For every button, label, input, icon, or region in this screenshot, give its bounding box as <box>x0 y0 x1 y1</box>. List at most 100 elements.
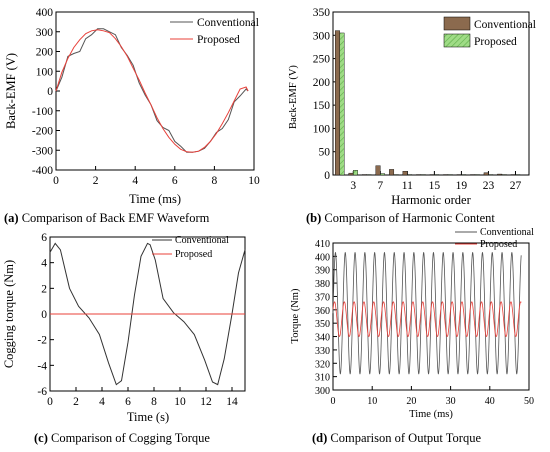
x-tick-label: 27 <box>510 180 522 192</box>
caption: (a) Comparison of Back EMF Waveform <box>4 211 210 225</box>
legend: Conventional Proposed <box>443 16 536 48</box>
y-tick-label: 340 <box>315 333 330 344</box>
y-tick-label: 410 <box>315 239 330 250</box>
x-tick-label: 10 <box>367 396 377 407</box>
series-lines <box>49 242 246 386</box>
x-axis-label: Time (ms) <box>409 409 453 420</box>
series-lines <box>332 252 522 375</box>
y-tick-label: 370 <box>315 292 330 303</box>
y-tick-label: 350 <box>313 7 331 19</box>
legend-label-conventional: Conventional <box>480 227 534 238</box>
caption: (c) Comparison of Cogging Torque <box>34 431 210 445</box>
y-tick-label: 50 <box>319 147 331 159</box>
legend-label-conventional: Conventional <box>175 235 229 246</box>
x-tick-label: 0 <box>47 396 53 408</box>
x-tick-label: 8 <box>151 396 157 408</box>
bar-conventional <box>456 174 462 176</box>
bar-conventional <box>510 174 516 176</box>
x-tick-label: 14 <box>226 396 238 408</box>
y-tick-label: 400 <box>315 252 330 263</box>
x-tick-label: 2 <box>93 175 99 187</box>
bar-conventional <box>375 165 381 176</box>
bar-proposed <box>447 174 453 176</box>
y-tick-label: 400 <box>36 7 54 19</box>
x-tick-label: 0 <box>53 175 59 187</box>
legend-swatch-proposed <box>443 33 471 48</box>
legend: Conventional Proposed <box>455 227 534 250</box>
y-tick-label: -100 <box>32 106 53 118</box>
x-axis-label: Time (ms) <box>129 192 181 206</box>
bar-conventional <box>470 174 476 176</box>
y-axis-label: Cogging torque (Nm) <box>2 260 16 368</box>
y-tick-label: -200 <box>32 126 53 138</box>
bar-proposed <box>407 174 413 176</box>
bar-conventional <box>416 174 422 176</box>
x-ticks: 0 2 4 6 8 10 <box>53 166 260 187</box>
y-tick-label: 0 <box>47 86 53 98</box>
y-tick-label: 150 <box>313 100 331 112</box>
bar-proposed <box>501 174 507 176</box>
legend-label-conventional: Conventional <box>197 17 259 29</box>
panel-d: 300 310 320 330 340 350 360 370 380 390 400 410 0 10… <box>290 227 534 445</box>
y-tick-label: -2 <box>37 335 47 347</box>
legend-label-conventional: Conventional <box>474 19 536 31</box>
bar-proposed <box>339 32 345 176</box>
y-tick-label: 100 <box>313 123 331 135</box>
bar-conventional <box>389 169 395 176</box>
y-tick-label: 320 <box>315 359 330 370</box>
y-tick-label: 250 <box>313 54 331 66</box>
x-tick-label: 4 <box>99 396 105 408</box>
caption: (b) Comparison of Harmonic Content <box>306 211 495 225</box>
bar-conventional <box>362 174 367 176</box>
legend-label-proposed: Proposed <box>474 36 517 48</box>
legend-label-proposed: Proposed <box>175 249 212 260</box>
caption: (d) Comparison of Output Torque <box>312 431 481 445</box>
x-tick-label: 8 <box>212 175 218 187</box>
bar-proposed <box>353 170 358 176</box>
bar-proposed <box>380 173 386 176</box>
x-tick-label: 40 <box>485 396 495 407</box>
bar-proposed <box>366 174 372 176</box>
y-ticks: -6 -4 -2 0 2 4 6 <box>37 232 54 398</box>
y-tick-label: 390 <box>315 266 330 277</box>
series-line-conventional <box>55 28 249 153</box>
bar-proposed <box>420 174 426 176</box>
x-axis-label: Harmonic order <box>391 193 471 207</box>
bar-conventional <box>497 173 503 176</box>
plot-frame <box>332 242 530 391</box>
bar-conventional <box>402 171 408 176</box>
panel-c: -6 -4 -2 0 2 4 6 0 2 4 6 8 10 12 14 Time (s) Cogging … <box>2 232 246 445</box>
y-tick-label: -300 <box>32 145 53 157</box>
y-tick-label: 360 <box>315 306 330 317</box>
x-tick-label: 6 <box>125 396 131 408</box>
legend-swatch-conventional <box>443 16 471 31</box>
bar-proposed <box>461 174 467 176</box>
x-tick-label: 19 <box>456 180 468 192</box>
bar-conventional <box>443 174 449 176</box>
y-tick-label: -4 <box>37 360 47 372</box>
x-tick-label: 20 <box>406 396 416 407</box>
bar-proposed <box>474 174 480 176</box>
y-tick-label: 100 <box>36 66 54 78</box>
legend-label-proposed: Proposed <box>197 34 240 46</box>
series-line-proposed <box>55 29 249 153</box>
y-axis-label: Torque (Nm) <box>290 288 301 343</box>
x-tick-label: 4 <box>132 175 138 187</box>
y-tick-label: 380 <box>315 279 330 290</box>
x-tick-label: 11 <box>402 180 413 192</box>
x-tick-label: 7 <box>377 180 383 192</box>
y-tick-label: -400 <box>32 165 53 177</box>
y-tick-label: 2 <box>41 283 47 295</box>
bar-proposed <box>434 174 440 176</box>
panel-a: -400 -300 -200 -100 0 100 200 300 400 0 2 4 6 8 10 Ti… <box>4 7 260 225</box>
series-line-proposed <box>332 301 522 337</box>
series-lines <box>55 28 249 153</box>
x-axis-label: Time (s) <box>127 410 169 424</box>
panel-b: 0 50 100 150 200 250 300 350 3 7 11 15 19 23 27 Harmo… <box>288 7 536 225</box>
y-tick-label: 4 <box>41 258 47 270</box>
y-tick-label: 300 <box>313 30 331 42</box>
y-tick-label: 0 <box>41 309 47 321</box>
bar-conventional <box>335 30 340 176</box>
x-ticks: 3 7 11 15 19 23 27 <box>350 171 521 192</box>
